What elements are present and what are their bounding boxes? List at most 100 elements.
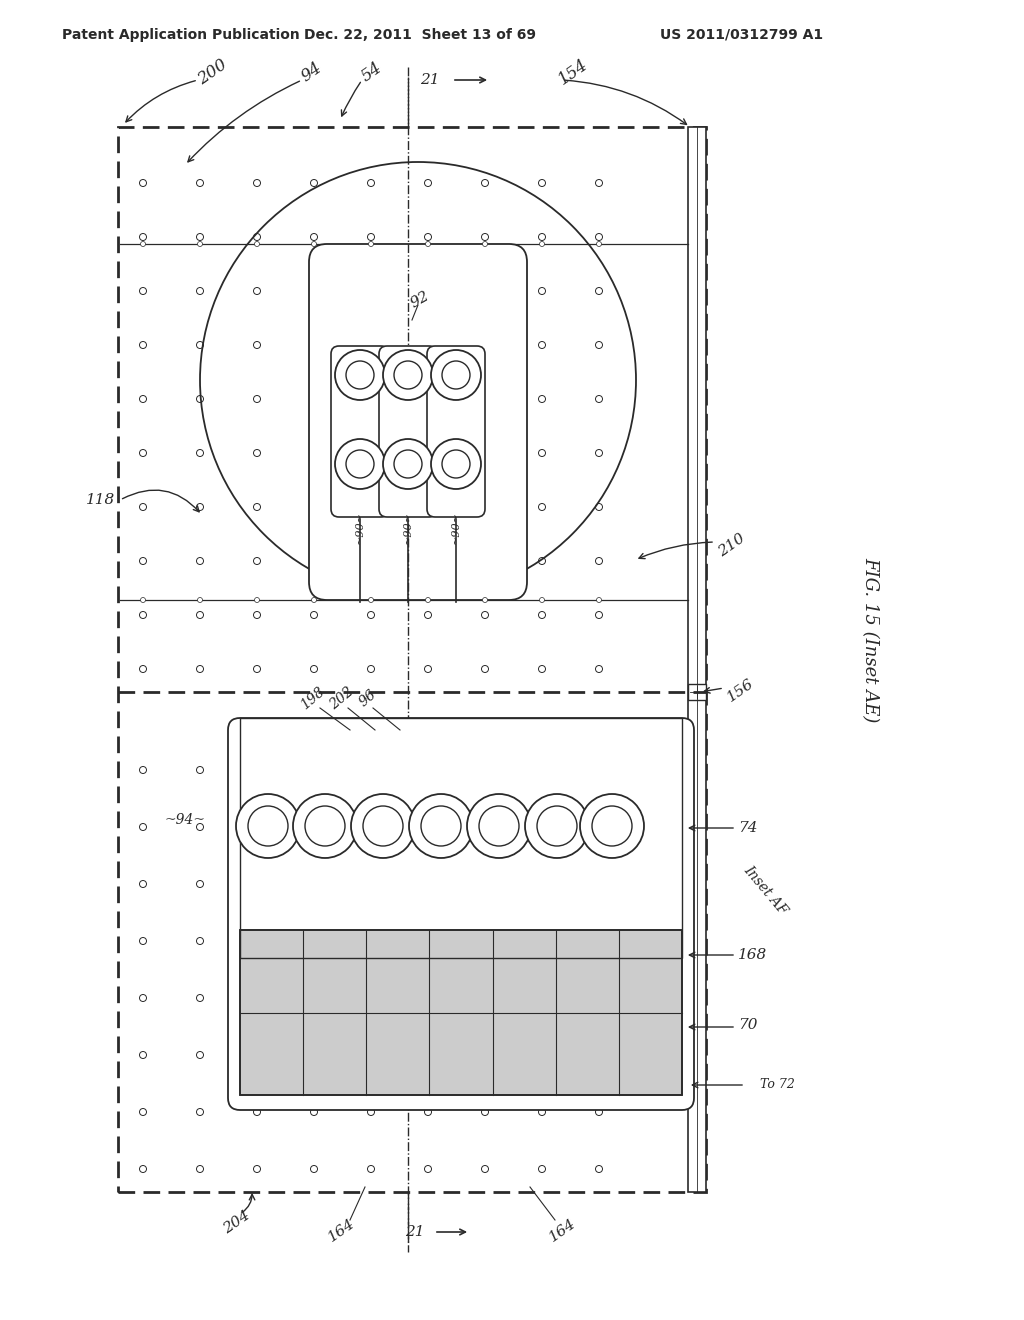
Circle shape xyxy=(481,396,488,403)
Circle shape xyxy=(368,824,375,830)
Circle shape xyxy=(537,807,577,846)
Circle shape xyxy=(425,503,431,511)
Circle shape xyxy=(197,234,204,240)
Text: To 72: To 72 xyxy=(760,1078,795,1092)
Circle shape xyxy=(596,994,602,1002)
Circle shape xyxy=(197,1052,204,1059)
Circle shape xyxy=(197,503,204,511)
Circle shape xyxy=(310,557,317,565)
Circle shape xyxy=(596,288,602,294)
Circle shape xyxy=(539,342,546,348)
Circle shape xyxy=(254,557,260,565)
Circle shape xyxy=(335,440,385,488)
Circle shape xyxy=(293,795,357,858)
Circle shape xyxy=(197,396,204,403)
Circle shape xyxy=(539,1052,546,1059)
Circle shape xyxy=(248,807,288,846)
Circle shape xyxy=(139,180,146,186)
Circle shape xyxy=(442,450,470,478)
Circle shape xyxy=(481,824,488,830)
Circle shape xyxy=(539,665,546,672)
Circle shape xyxy=(254,767,260,774)
FancyBboxPatch shape xyxy=(379,346,437,517)
Text: 200: 200 xyxy=(195,55,230,88)
Text: FIG. 15 (Inset AE): FIG. 15 (Inset AE) xyxy=(861,557,879,722)
Text: ~90~: ~90~ xyxy=(451,511,461,544)
Circle shape xyxy=(346,450,374,478)
Circle shape xyxy=(139,1109,146,1115)
Circle shape xyxy=(254,396,260,403)
Circle shape xyxy=(254,1166,260,1172)
Circle shape xyxy=(596,665,602,672)
Circle shape xyxy=(596,880,602,887)
Circle shape xyxy=(368,342,375,348)
Circle shape xyxy=(540,598,545,602)
Text: 154: 154 xyxy=(555,55,591,88)
Text: ~90~: ~90~ xyxy=(355,511,365,544)
Circle shape xyxy=(310,937,317,945)
Circle shape xyxy=(368,937,375,945)
Circle shape xyxy=(596,557,602,565)
Circle shape xyxy=(368,288,375,294)
Circle shape xyxy=(368,234,375,240)
Circle shape xyxy=(592,807,632,846)
Circle shape xyxy=(139,1052,146,1059)
Circle shape xyxy=(310,288,317,294)
Circle shape xyxy=(254,1052,260,1059)
Circle shape xyxy=(383,350,433,400)
Circle shape xyxy=(596,1052,602,1059)
Text: Inset AF: Inset AF xyxy=(740,863,790,917)
Circle shape xyxy=(197,994,204,1002)
Circle shape xyxy=(139,1166,146,1172)
Circle shape xyxy=(139,767,146,774)
Bar xyxy=(688,127,706,1192)
Circle shape xyxy=(368,880,375,887)
Circle shape xyxy=(425,450,431,457)
Circle shape xyxy=(139,450,146,457)
Circle shape xyxy=(425,1109,431,1115)
Circle shape xyxy=(311,598,316,602)
Circle shape xyxy=(539,937,546,945)
Circle shape xyxy=(254,180,260,186)
Circle shape xyxy=(596,342,602,348)
Circle shape xyxy=(425,557,431,565)
Circle shape xyxy=(310,824,317,830)
Circle shape xyxy=(394,450,422,478)
Circle shape xyxy=(596,1109,602,1115)
Circle shape xyxy=(539,994,546,1002)
Circle shape xyxy=(310,1166,317,1172)
Circle shape xyxy=(426,598,430,602)
Circle shape xyxy=(425,288,431,294)
Circle shape xyxy=(425,665,431,672)
Circle shape xyxy=(481,1109,488,1115)
Circle shape xyxy=(481,1166,488,1172)
Circle shape xyxy=(254,1109,260,1115)
Circle shape xyxy=(539,767,546,774)
Circle shape xyxy=(254,503,260,511)
Circle shape xyxy=(254,824,260,830)
Circle shape xyxy=(431,350,481,400)
Circle shape xyxy=(362,807,403,846)
Circle shape xyxy=(425,880,431,887)
Circle shape xyxy=(539,1166,546,1172)
Circle shape xyxy=(139,937,146,945)
Circle shape xyxy=(467,795,531,858)
Circle shape xyxy=(481,557,488,565)
Circle shape xyxy=(139,288,146,294)
Circle shape xyxy=(369,598,374,602)
Circle shape xyxy=(394,360,422,389)
Circle shape xyxy=(383,440,433,488)
Circle shape xyxy=(596,767,602,774)
Text: 21: 21 xyxy=(406,1225,425,1239)
Circle shape xyxy=(425,396,431,403)
Circle shape xyxy=(236,795,300,858)
Circle shape xyxy=(369,242,374,247)
Circle shape xyxy=(425,611,431,619)
Circle shape xyxy=(310,234,317,240)
Circle shape xyxy=(310,342,317,348)
Circle shape xyxy=(596,396,602,403)
Circle shape xyxy=(310,1109,317,1115)
Circle shape xyxy=(540,242,545,247)
Circle shape xyxy=(481,1052,488,1059)
Circle shape xyxy=(596,824,602,830)
